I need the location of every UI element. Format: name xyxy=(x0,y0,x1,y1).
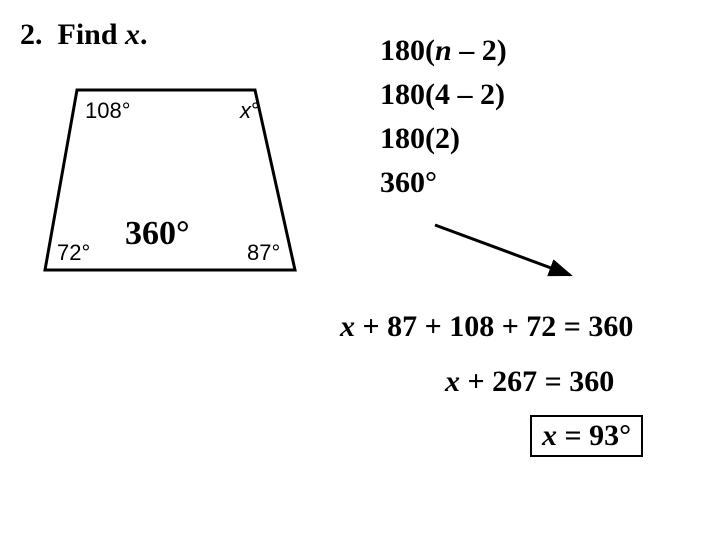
quadrilateral-figure: 108° x° 72° 87° xyxy=(25,80,325,300)
equation-1: x + 87 + 108 + 72 = 360 xyxy=(340,310,633,344)
equation-2: x + 267 = 360 xyxy=(445,365,614,399)
arrow-icon xyxy=(430,220,600,300)
angle-bottom-left: 72° xyxy=(57,240,90,265)
formula-line-4: 360° xyxy=(380,162,507,204)
formula-line-2: 180(4 – 2) xyxy=(380,74,507,116)
quad-center-sum: 360° xyxy=(125,215,190,253)
prompt-var: x xyxy=(125,18,140,51)
formula-line-3: 180(2) xyxy=(380,118,507,160)
prompt-pre: Find xyxy=(58,18,126,51)
angle-top-right: x° xyxy=(239,98,260,123)
problem-number: 2. xyxy=(20,18,43,51)
answer-box: x = 93° xyxy=(530,415,643,457)
formula-line-1: 180(n – 2) xyxy=(380,30,507,72)
prompt-post: . xyxy=(140,18,148,51)
angle-bottom-right: 87° xyxy=(247,240,280,265)
problem-title: 2. Find x. xyxy=(20,18,148,52)
angle-top-left: 108° xyxy=(85,98,131,123)
formula-block: 180(n – 2) 180(4 – 2) 180(2) 360° xyxy=(380,30,507,206)
